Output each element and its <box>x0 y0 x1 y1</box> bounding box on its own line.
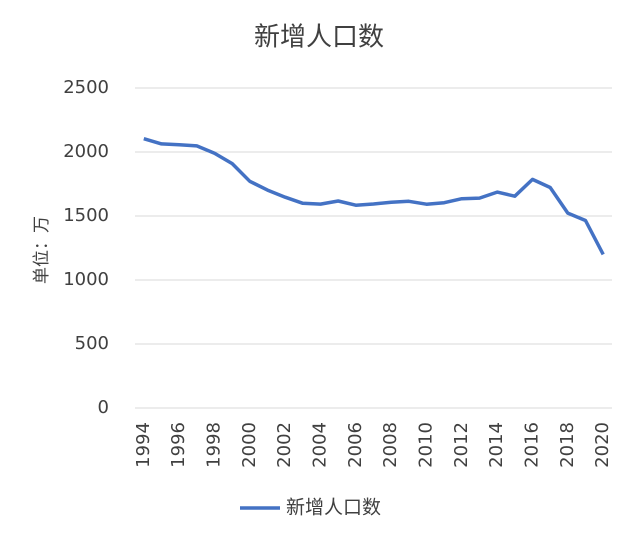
x-tick-label: 1994 <box>133 422 154 468</box>
x-tick-label: 2002 <box>274 422 295 468</box>
y-tick-label: 0 <box>98 397 109 418</box>
x-tick-label: 1996 <box>168 422 189 468</box>
chart-title: 新增人口数 <box>254 23 384 53</box>
y-tick-label: 1500 <box>63 205 109 226</box>
x-tick-label: 1998 <box>204 422 225 468</box>
x-tick-label: 2000 <box>239 422 260 468</box>
x-tick-label: 2006 <box>345 422 366 468</box>
y-tick-label: 2500 <box>63 77 109 98</box>
x-tick-label: 2012 <box>451 422 472 468</box>
x-tick-label: 2016 <box>522 422 543 468</box>
legend-label: 新增人口数 <box>286 497 381 519</box>
y-tick-label: 2000 <box>63 141 109 162</box>
x-tick-label: 2010 <box>416 422 437 468</box>
y-axis-label: 单位：万 <box>32 216 52 284</box>
x-tick-label: 2020 <box>592 422 613 468</box>
x-tick-label: 2004 <box>310 422 331 468</box>
x-tick-label: 2008 <box>380 422 401 468</box>
y-tick-label: 500 <box>75 333 109 354</box>
x-tick-label: 2018 <box>557 422 578 468</box>
y-tick-label: 1000 <box>63 269 109 290</box>
data-line <box>143 137 605 256</box>
x-tick-label: 2014 <box>486 422 507 468</box>
